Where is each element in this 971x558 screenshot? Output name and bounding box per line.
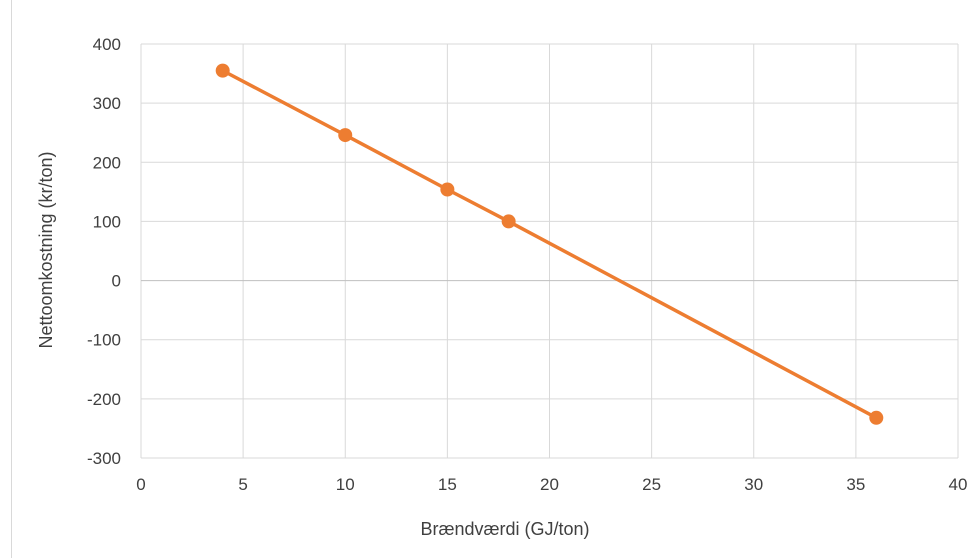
series-layer [215, 63, 884, 425]
y-tick-label: 400 [93, 35, 121, 54]
y-tick-label: -100 [87, 331, 121, 350]
data-point [338, 128, 353, 143]
y-axis-title: Nettoomkostning (kr/ton) [36, 151, 56, 348]
x-tick-label: 25 [642, 475, 661, 494]
x-tick-label: 20 [540, 475, 559, 494]
y-tick-label: 300 [93, 94, 121, 113]
tick-labels: 0 5 10 15 20 25 30 35 40 -300 -200 -100 0 100 200 300 40… [87, 35, 967, 494]
x-tick-label: 0 [136, 475, 145, 494]
y-tick-label: -300 [87, 449, 121, 468]
left-border-line [11, 0, 12, 558]
gridlines [140, 43, 959, 459]
x-axis-title: Brændværdi (GJ/ton) [420, 519, 589, 539]
x-tick-label: 10 [336, 475, 355, 494]
x-tick-label: 30 [744, 475, 763, 494]
data-point [501, 214, 516, 229]
x-tick-label: 5 [238, 475, 247, 494]
y-tick-label: -200 [87, 390, 121, 409]
x-tick-label: 35 [846, 475, 865, 494]
y-tick-label: 200 [93, 153, 121, 172]
data-point [440, 182, 455, 197]
data-point [215, 63, 230, 78]
data-point [869, 410, 884, 425]
x-tick-label: 15 [438, 475, 457, 494]
x-tick-label: 40 [949, 475, 968, 494]
y-tick-label: 0 [112, 272, 121, 291]
y-tick-label: 100 [93, 212, 121, 231]
